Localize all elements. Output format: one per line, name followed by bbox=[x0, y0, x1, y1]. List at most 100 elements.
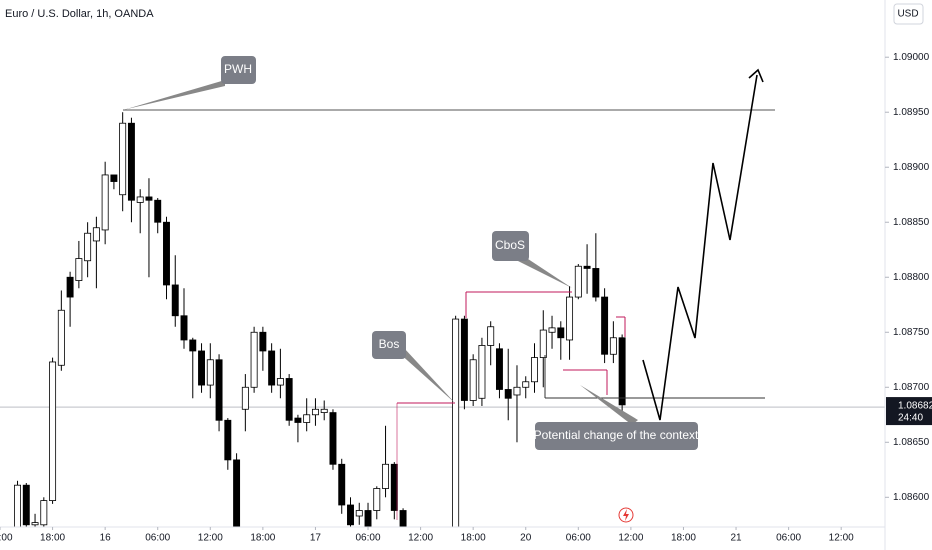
y-tick-label: 1.08950 bbox=[893, 107, 930, 118]
y-tick-label: 1.08900 bbox=[893, 162, 930, 173]
current-price: 1.08682 bbox=[898, 401, 932, 412]
candle-body bbox=[574, 265, 582, 298]
candle-body bbox=[460, 318, 468, 401]
cbos-pointer bbox=[518, 255, 572, 288]
candle-body bbox=[311, 408, 319, 416]
x-tick-label: 12:00 bbox=[408, 533, 433, 544]
candle-body bbox=[136, 196, 144, 203]
projection-path bbox=[642, 74, 758, 421]
y-tick-label: 1.08750 bbox=[893, 327, 930, 338]
pwh-pointer bbox=[123, 80, 225, 110]
x-tick-label: 12:00 bbox=[618, 533, 643, 544]
candle-body bbox=[487, 326, 495, 346]
candle-body bbox=[119, 122, 127, 196]
candle-body bbox=[180, 315, 188, 341]
bos-label: Bos bbox=[379, 337, 400, 351]
candle-body bbox=[57, 309, 65, 366]
x-tick-label: 06:00 bbox=[566, 533, 591, 544]
bos-box bbox=[372, 331, 406, 359]
candle-body bbox=[329, 412, 337, 465]
x-tick-label: 16 bbox=[100, 533, 112, 544]
y-tick-label: 1.08850 bbox=[893, 217, 930, 228]
candle-body bbox=[84, 232, 92, 262]
candle-body bbox=[373, 488, 381, 511]
candle-body bbox=[618, 337, 626, 406]
candle-body bbox=[522, 381, 530, 388]
candle-body bbox=[268, 350, 276, 386]
candle-body bbox=[303, 414, 311, 423]
cbos-label: CboS bbox=[495, 238, 525, 252]
countdown: 24:40 bbox=[898, 413, 923, 424]
candle-body bbox=[101, 174, 109, 231]
candle-body bbox=[495, 348, 503, 390]
candle-body bbox=[548, 327, 556, 333]
event-bolt bbox=[623, 509, 629, 521]
y-tick-label: 1.08600 bbox=[893, 492, 930, 503]
candle-body bbox=[504, 389, 512, 399]
candle-body bbox=[66, 276, 74, 298]
candle-body bbox=[198, 350, 206, 386]
y-tick-label: 1.09000 bbox=[893, 52, 930, 63]
projection-arrowhead bbox=[748, 68, 764, 83]
candle-body bbox=[294, 417, 302, 423]
candle-body bbox=[163, 221, 170, 286]
context-pointer bbox=[580, 385, 638, 425]
candle-body bbox=[127, 122, 135, 201]
x-tick-label: 18:00 bbox=[461, 533, 486, 544]
candle-body bbox=[364, 510, 372, 527]
candle-body bbox=[206, 359, 214, 386]
candle-body bbox=[513, 386, 521, 396]
candle-body bbox=[233, 459, 241, 527]
x-tick-label: 12:00 bbox=[198, 533, 223, 544]
currency: USD bbox=[897, 9, 918, 20]
current-price-box bbox=[886, 397, 932, 426]
candle-body bbox=[259, 331, 267, 352]
context-box bbox=[535, 422, 698, 450]
candle-body bbox=[14, 484, 21, 527]
y-tick-label: 1.08800 bbox=[893, 272, 930, 283]
x-tick-label: 20 bbox=[520, 533, 532, 544]
candle-body bbox=[31, 522, 39, 526]
candle-body bbox=[154, 199, 162, 223]
candle-body bbox=[539, 329, 547, 358]
candle-body bbox=[469, 359, 477, 401]
candle-body bbox=[22, 484, 30, 526]
x-tick-label: 21 bbox=[730, 533, 742, 544]
candle-body bbox=[276, 378, 284, 386]
candle-body bbox=[382, 463, 390, 489]
context-label: Potential change of the context bbox=[534, 428, 699, 442]
candle-body bbox=[215, 359, 223, 421]
candle-body bbox=[347, 504, 354, 526]
candle-body bbox=[92, 227, 100, 242]
pwh-label: PWH bbox=[224, 62, 252, 76]
candle-body bbox=[566, 296, 574, 341]
candle-body bbox=[320, 408, 328, 413]
candle-body bbox=[452, 318, 460, 527]
currency-box[interactable] bbox=[893, 3, 924, 25]
candle-body bbox=[189, 339, 197, 352]
x-tick-label: 06:00 bbox=[776, 533, 801, 544]
candle-body bbox=[583, 265, 591, 269]
plot-area bbox=[0, 112, 885, 527]
cbos-box bbox=[492, 231, 529, 261]
candle-body bbox=[390, 463, 398, 511]
candle-body bbox=[609, 337, 617, 355]
x-tick-label: 17 bbox=[310, 533, 322, 544]
candle-body bbox=[355, 510, 363, 517]
candle-body bbox=[592, 268, 600, 298]
x-tick-label: 06:00 bbox=[145, 533, 170, 544]
y-tick-label: 1.08650 bbox=[893, 437, 930, 448]
candle-body bbox=[110, 174, 118, 182]
x-tick-label: 06:00 bbox=[356, 533, 381, 544]
candle-body bbox=[171, 284, 179, 317]
candle-body bbox=[557, 327, 565, 339]
bos-pointer bbox=[398, 348, 455, 403]
y-tick-label: 1.08700 bbox=[893, 382, 930, 393]
candle-body bbox=[241, 386, 249, 410]
candle-body bbox=[40, 500, 48, 526]
candle-body bbox=[478, 345, 486, 399]
pwh-box bbox=[221, 56, 256, 84]
candle-body bbox=[399, 510, 407, 527]
